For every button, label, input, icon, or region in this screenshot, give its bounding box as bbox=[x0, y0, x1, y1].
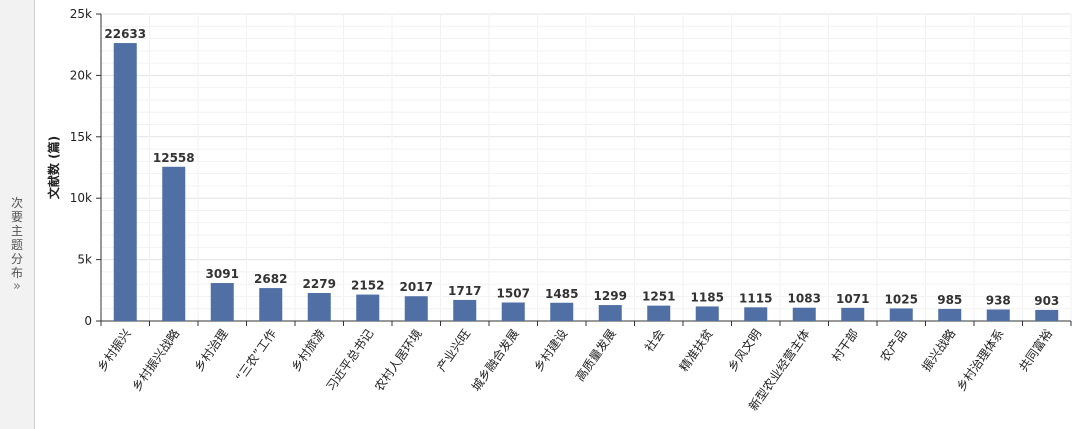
x-tick-label: 乡村治理体系 bbox=[954, 327, 1007, 394]
y-tick-label: 5k bbox=[77, 253, 92, 267]
bar[interactable] bbox=[792, 307, 816, 321]
bar-value-label: 903 bbox=[1034, 294, 1059, 308]
x-tick-label: 农产品 bbox=[878, 327, 910, 365]
bar[interactable] bbox=[404, 296, 428, 321]
y-tick-label: 0 bbox=[84, 314, 92, 328]
bar-value-label: 1083 bbox=[788, 292, 821, 306]
bar[interactable] bbox=[986, 309, 1010, 321]
bar[interactable] bbox=[1035, 309, 1059, 321]
bar[interactable] bbox=[889, 308, 913, 321]
x-tick-label: 村干部 bbox=[828, 326, 861, 364]
x-tick-label: 城乡融合发展 bbox=[468, 326, 522, 394]
y-tick-label: 10k bbox=[70, 191, 92, 205]
x-tick-label: 产业兴旺 bbox=[434, 327, 473, 374]
bar-value-label: 2017 bbox=[400, 280, 433, 294]
bar-value-label: 1071 bbox=[836, 292, 869, 306]
bar-value-label: 1185 bbox=[691, 290, 724, 304]
x-tick-label: 社会 bbox=[641, 326, 667, 354]
x-tick-label: 习近平总书记 bbox=[323, 327, 376, 394]
x-tick-label: 高质量发展 bbox=[572, 326, 619, 384]
bar-value-label: 2279 bbox=[303, 277, 336, 291]
bar-value-label: 1485 bbox=[545, 287, 578, 301]
bar-value-label: 1717 bbox=[448, 284, 481, 298]
bar[interactable] bbox=[744, 307, 768, 321]
x-tick-label: 乡村建设 bbox=[531, 327, 570, 374]
x-tick-label: 乡村旅游 bbox=[289, 327, 328, 374]
bar[interactable] bbox=[695, 306, 719, 321]
bars bbox=[113, 43, 1059, 321]
bar[interactable] bbox=[938, 308, 962, 321]
x-tick-label: 精准扶贫 bbox=[676, 326, 716, 374]
bar-value-label: 1025 bbox=[885, 292, 918, 306]
bar-value-label: 2152 bbox=[351, 279, 384, 293]
bar[interactable] bbox=[841, 307, 865, 321]
bar[interactable] bbox=[453, 299, 477, 321]
grid-lines bbox=[100, 13, 1072, 322]
bar[interactable] bbox=[113, 43, 137, 321]
side-tab-label: 次要主题分布 bbox=[10, 196, 23, 280]
bar-value-label: 985 bbox=[937, 293, 962, 307]
y-tick-label: 20k bbox=[70, 68, 92, 82]
bar[interactable] bbox=[501, 302, 525, 321]
bar[interactable] bbox=[162, 166, 186, 321]
y-tick-label: 15k bbox=[70, 130, 92, 144]
bar-value-label: 22633 bbox=[104, 27, 146, 41]
bar[interactable] bbox=[259, 288, 283, 321]
x-tick-label: “三农”工作 bbox=[233, 327, 279, 385]
bar-value-label: 1115 bbox=[739, 291, 772, 305]
bar-value-label: 938 bbox=[986, 293, 1011, 307]
x-tick-label: 乡村振兴战略 bbox=[129, 326, 183, 394]
chevron-double-right-icon[interactable]: » bbox=[13, 279, 21, 294]
bar-value-label: 3091 bbox=[206, 267, 239, 281]
y-tick-label: 25k bbox=[70, 7, 92, 21]
y-tick-labels: 0 5k 10k 15k 20k 25k bbox=[70, 7, 92, 328]
bar-value-label: 1251 bbox=[642, 290, 675, 304]
bar-value-labels: 22633 12558 3091 2682 2279 2152 2017 1717 1507 14… bbox=[104, 27, 1059, 308]
axes bbox=[96, 13, 1072, 326]
bar-value-label: 2682 bbox=[254, 272, 287, 286]
bar-value-label: 1507 bbox=[497, 286, 530, 300]
x-tick-label: 农村人居环境 bbox=[371, 326, 425, 394]
bar[interactable] bbox=[210, 283, 234, 321]
y-axis-title: 文献数 (篇) bbox=[46, 136, 61, 199]
bar[interactable] bbox=[307, 293, 331, 321]
bar-value-label: 12558 bbox=[153, 151, 195, 165]
x-tick-label: 乡村振兴 bbox=[95, 327, 134, 374]
bar[interactable] bbox=[598, 305, 622, 321]
bar-chart: 22633 12558 3091 2682 2279 2152 2017 1717 1507 14… bbox=[46, 7, 1072, 413]
bar[interactable] bbox=[647, 305, 671, 321]
x-tick-label: 共同富裕 bbox=[1015, 326, 1055, 374]
bar-value-label: 1299 bbox=[594, 289, 627, 303]
side-panel-tab[interactable]: 次要主题分布 » bbox=[0, 0, 35, 429]
x-tick-label: 乡风文明 bbox=[724, 326, 764, 374]
bar[interactable] bbox=[356, 294, 380, 321]
x-tick-label: 振兴战略 bbox=[918, 326, 958, 374]
x-tick-label: 乡村治理 bbox=[192, 327, 231, 374]
bar[interactable] bbox=[550, 302, 574, 321]
